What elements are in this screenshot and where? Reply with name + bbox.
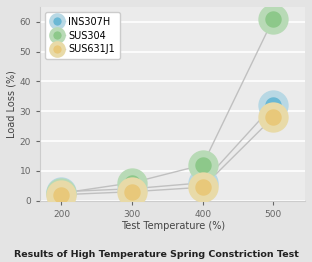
Point <box>59 190 64 194</box>
Point <box>129 181 134 185</box>
Legend: INS307H, SUS304, SUS631J1: INS307H, SUS304, SUS631J1 <box>45 12 120 59</box>
X-axis label: Test Temperature (%): Test Temperature (%) <box>121 221 225 231</box>
Point <box>271 17 276 21</box>
Point <box>129 190 134 194</box>
Point <box>129 187 134 191</box>
Point <box>200 185 205 189</box>
Point <box>200 163 205 167</box>
Point <box>200 181 205 185</box>
Y-axis label: Load Loss (%): Load Loss (%) <box>7 70 17 138</box>
Point <box>271 115 276 119</box>
Point <box>59 193 64 197</box>
Point <box>271 103 276 107</box>
Text: Results of High Temperature Spring Constriction Test: Results of High Temperature Spring Const… <box>13 250 299 259</box>
Point <box>59 191 64 195</box>
